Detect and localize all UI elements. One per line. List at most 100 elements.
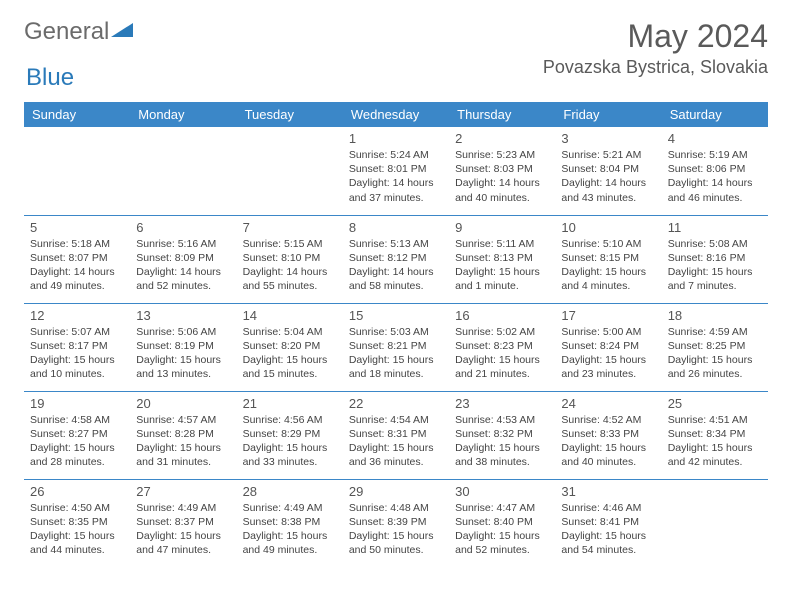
- calendar-day: 28 Sunrise: 4:49 AMSunset: 8:38 PMDayligh…: [237, 479, 343, 567]
- day-info: Sunrise: 5:24 AMSunset: 8:01 PMDaylight:…: [349, 148, 443, 205]
- calendar-day: 19 Sunrise: 4:58 AMSunset: 8:27 PMDayligh…: [24, 391, 130, 479]
- day-number: 26: [30, 484, 124, 499]
- calendar-empty: [662, 479, 768, 567]
- day-number: 23: [455, 396, 549, 411]
- day-number: 14: [243, 308, 337, 323]
- day-number: 10: [561, 220, 655, 235]
- day-info: Sunrise: 4:56 AMSunset: 8:29 PMDaylight:…: [243, 413, 337, 470]
- calendar-table: SundayMondayTuesdayWednesdayThursdayFrid…: [24, 102, 768, 567]
- day-number: 5: [30, 220, 124, 235]
- calendar-empty: [24, 127, 130, 215]
- day-number: 15: [349, 308, 443, 323]
- day-info: Sunrise: 5:06 AMSunset: 8:19 PMDaylight:…: [136, 325, 230, 382]
- day-info: Sunrise: 5:23 AMSunset: 8:03 PMDaylight:…: [455, 148, 549, 205]
- calendar-day: 4 Sunrise: 5:19 AMSunset: 8:06 PMDaylight…: [662, 127, 768, 215]
- day-number: 17: [561, 308, 655, 323]
- day-number: 18: [668, 308, 762, 323]
- calendar-day: 18Sunrise: 4:59 AMSunset: 8:25 PMDayligh…: [662, 303, 768, 391]
- day-info: Sunrise: 4:52 AMSunset: 8:33 PMDaylight:…: [561, 413, 655, 470]
- calendar-row: 26 Sunrise: 4:50 AMSunset: 8:35 PMDayligh…: [24, 479, 768, 567]
- calendar-day: 11 Sunrise: 5:08 AMSunset: 8:16 PMDayligh…: [662, 215, 768, 303]
- calendar-day: 13 Sunrise: 5:06 AMSunset: 8:19 PMDayligh…: [130, 303, 236, 391]
- day-number: 2: [455, 131, 549, 146]
- day-info: Sunrise: 4:57 AMSunset: 8:28 PMDaylight:…: [136, 413, 230, 470]
- day-info: Sunrise: 4:51 AMSunset: 8:34 PMDaylight:…: [668, 413, 762, 470]
- calendar-day: 24Sunrise: 4:52 AMSunset: 8:33 PMDayligh…: [555, 391, 661, 479]
- weekday-header: Thursday: [449, 102, 555, 127]
- weekday-header-row: SundayMondayTuesdayWednesdayThursdayFrid…: [24, 102, 768, 127]
- day-number: 7: [243, 220, 337, 235]
- calendar-day: 9 Sunrise: 5:11 AMSunset: 8:13 PMDaylight…: [449, 215, 555, 303]
- day-info: Sunrise: 5:08 AMSunset: 8:16 PMDaylight:…: [668, 237, 762, 294]
- weekday-header: Saturday: [662, 102, 768, 127]
- day-number: 21: [243, 396, 337, 411]
- calendar-day: 6Sunrise: 5:16 AMSunset: 8:09 PMDaylight…: [130, 215, 236, 303]
- triangle-icon: [111, 21, 133, 44]
- day-number: 19: [30, 396, 124, 411]
- calendar-day: 7 Sunrise: 5:15 AMSunset: 8:10 PMDaylight…: [237, 215, 343, 303]
- calendar-day: 3Sunrise: 5:21 AMSunset: 8:04 PMDaylight…: [555, 127, 661, 215]
- day-number: 30: [455, 484, 549, 499]
- calendar-day: 1 Sunrise: 5:24 AMSunset: 8:01 PMDaylight…: [343, 127, 449, 215]
- calendar-day: 15 Sunrise: 5:03 AMSunset: 8:21 PMDayligh…: [343, 303, 449, 391]
- day-info: Sunrise: 5:03 AMSunset: 8:21 PMDaylight:…: [349, 325, 443, 382]
- day-info: Sunrise: 5:15 AMSunset: 8:10 PMDaylight:…: [243, 237, 337, 294]
- calendar-day: 30 Sunrise: 4:47 AMSunset: 8:40 PMDayligh…: [449, 479, 555, 567]
- day-number: 9: [455, 220, 549, 235]
- day-number: 16: [455, 308, 549, 323]
- day-number: 1: [349, 131, 443, 146]
- day-number: 31: [561, 484, 655, 499]
- calendar-day: 10 Sunrise: 5:10 AMSunset: 8:15 PMDayligh…: [555, 215, 661, 303]
- day-info: Sunrise: 5:10 AMSunset: 8:15 PMDaylight:…: [561, 237, 655, 294]
- calendar-body: 1 Sunrise: 5:24 AMSunset: 8:01 PMDaylight…: [24, 127, 768, 567]
- day-info: Sunrise: 5:00 AMSunset: 8:24 PMDaylight:…: [561, 325, 655, 382]
- calendar-day: 20 Sunrise: 4:57 AMSunset: 8:28 PMDayligh…: [130, 391, 236, 479]
- calendar-day: 16 Sunrise: 5:02 AMSunset: 8:23 PMDayligh…: [449, 303, 555, 391]
- day-info: Sunrise: 4:49 AMSunset: 8:37 PMDaylight:…: [136, 501, 230, 558]
- location: Povazska Bystrica, Slovakia: [543, 57, 768, 78]
- day-info: Sunrise: 4:49 AMSunset: 8:38 PMDaylight:…: [243, 501, 337, 558]
- day-number: 28: [243, 484, 337, 499]
- day-info: Sunrise: 5:07 AMSunset: 8:17 PMDaylight:…: [30, 325, 124, 382]
- title-block: May 2024 Povazska Bystrica, Slovakia: [543, 18, 768, 78]
- day-info: Sunrise: 5:02 AMSunset: 8:23 PMDaylight:…: [455, 325, 549, 382]
- day-info: Sunrise: 5:13 AMSunset: 8:12 PMDaylight:…: [349, 237, 443, 294]
- day-info: Sunrise: 4:58 AMSunset: 8:27 PMDaylight:…: [30, 413, 124, 470]
- weekday-header: Friday: [555, 102, 661, 127]
- day-number: 11: [668, 220, 762, 235]
- calendar-row: 19 Sunrise: 4:58 AMSunset: 8:27 PMDayligh…: [24, 391, 768, 479]
- day-info: Sunrise: 5:04 AMSunset: 8:20 PMDaylight:…: [243, 325, 337, 382]
- day-info: Sunrise: 4:47 AMSunset: 8:40 PMDaylight:…: [455, 501, 549, 558]
- calendar-day: 12 Sunrise: 5:07 AMSunset: 8:17 PMDayligh…: [24, 303, 130, 391]
- day-info: Sunrise: 4:48 AMSunset: 8:39 PMDaylight:…: [349, 501, 443, 558]
- weekday-header: Sunday: [24, 102, 130, 127]
- day-number: 22: [349, 396, 443, 411]
- calendar-row: 12 Sunrise: 5:07 AMSunset: 8:17 PMDayligh…: [24, 303, 768, 391]
- day-number: 27: [136, 484, 230, 499]
- logo-text-part1: General: [24, 18, 109, 46]
- day-number: 12: [30, 308, 124, 323]
- weekday-header: Wednesday: [343, 102, 449, 127]
- day-number: 20: [136, 396, 230, 411]
- calendar-day: 29 Sunrise: 4:48 AMSunset: 8:39 PMDayligh…: [343, 479, 449, 567]
- calendar-day: 21 Sunrise: 4:56 AMSunset: 8:29 PMDayligh…: [237, 391, 343, 479]
- calendar-day: 14 Sunrise: 5:04 AMSunset: 8:20 PMDayligh…: [237, 303, 343, 391]
- day-info: Sunrise: 5:18 AMSunset: 8:07 PMDaylight:…: [30, 237, 124, 294]
- calendar-empty: [130, 127, 236, 215]
- day-info: Sunrise: 4:50 AMSunset: 8:35 PMDaylight:…: [30, 501, 124, 558]
- day-number: 25: [668, 396, 762, 411]
- calendar-day: 26 Sunrise: 4:50 AMSunset: 8:35 PMDayligh…: [24, 479, 130, 567]
- calendar-day: 5 Sunrise: 5:18 AMSunset: 8:07 PMDaylight…: [24, 215, 130, 303]
- weekday-header: Monday: [130, 102, 236, 127]
- day-number: 6: [136, 220, 230, 235]
- calendar-row: 5 Sunrise: 5:18 AMSunset: 8:07 PMDaylight…: [24, 215, 768, 303]
- day-number: 13: [136, 308, 230, 323]
- day-info: Sunrise: 4:54 AMSunset: 8:31 PMDaylight:…: [349, 413, 443, 470]
- day-number: 4: [668, 131, 762, 146]
- day-info: Sunrise: 4:53 AMSunset: 8:32 PMDaylight:…: [455, 413, 549, 470]
- day-number: 29: [349, 484, 443, 499]
- calendar-day: 8Sunrise: 5:13 AMSunset: 8:12 PMDaylight…: [343, 215, 449, 303]
- day-info: Sunrise: 5:19 AMSunset: 8:06 PMDaylight:…: [668, 148, 762, 205]
- day-info: Sunrise: 5:11 AMSunset: 8:13 PMDaylight:…: [455, 237, 549, 294]
- month-title: May 2024: [543, 18, 768, 55]
